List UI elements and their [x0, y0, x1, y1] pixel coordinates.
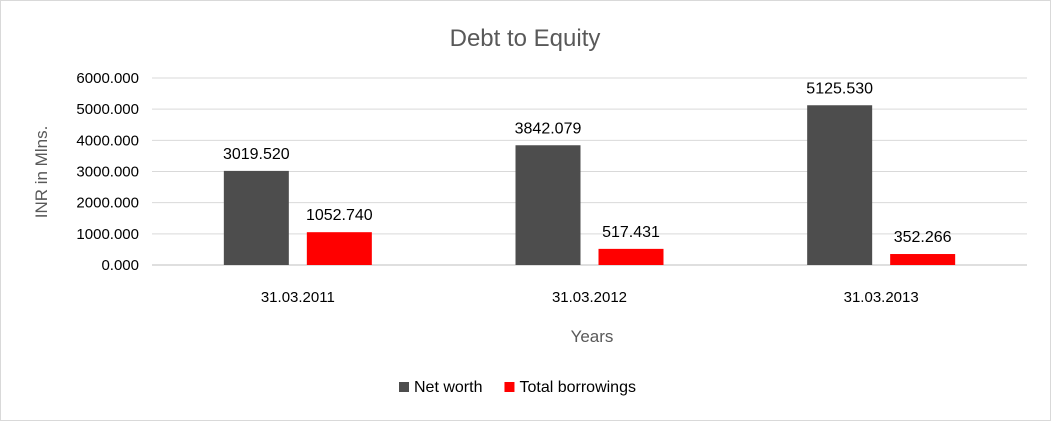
y-tick-label: 5000.000 [76, 101, 139, 118]
chart-title: Debt to Equity [450, 25, 601, 52]
legend: Net worth Total borrowings [399, 379, 636, 396]
y-axis-ticks: 0.000 1000.000 2000.000 3000.000 4000.000 500… [76, 70, 139, 274]
y-tick-label: 6000.000 [76, 70, 139, 87]
data-label: 1052.740 [306, 207, 373, 224]
gridlines [152, 77, 1027, 266]
x-tick-label: 31.03.2013 [844, 289, 919, 306]
x-axis-title: Years [571, 327, 614, 346]
data-label: 517.431 [602, 224, 660, 241]
y-tick-label: 1000.000 [76, 226, 139, 243]
legend-swatch [399, 382, 409, 392]
data-labels: 3019.520 1052.740 3842.079 517.431 5125.530 3… [223, 80, 952, 246]
y-tick-label: 0.000 [101, 257, 139, 274]
y-tick-label: 2000.000 [76, 195, 139, 212]
bar [306, 232, 372, 265]
legend-label: Net worth [414, 379, 482, 396]
legend-label: Total borrowings [519, 379, 636, 396]
y-tick-label: 3000.000 [76, 164, 139, 181]
bar [515, 145, 581, 265]
data-label: 3842.079 [515, 120, 582, 137]
data-label: 5125.530 [806, 80, 873, 97]
y-axis-title: INR in Mlns. [32, 126, 51, 219]
bars [223, 105, 956, 265]
data-label: 352.266 [894, 229, 952, 246]
legend-swatch [504, 382, 515, 392]
bar [807, 105, 873, 265]
x-tick-label: 31.03.2011 [261, 289, 335, 306]
bar [598, 248, 664, 265]
data-label: 3019.520 [223, 146, 290, 163]
x-axis-ticks: 31.03.2011 31.03.2012 31.03.2013 [261, 289, 919, 306]
bar [890, 254, 956, 265]
bar [223, 170, 289, 265]
x-tick-label: 31.03.2012 [552, 289, 627, 306]
y-tick-label: 4000.000 [76, 132, 139, 149]
